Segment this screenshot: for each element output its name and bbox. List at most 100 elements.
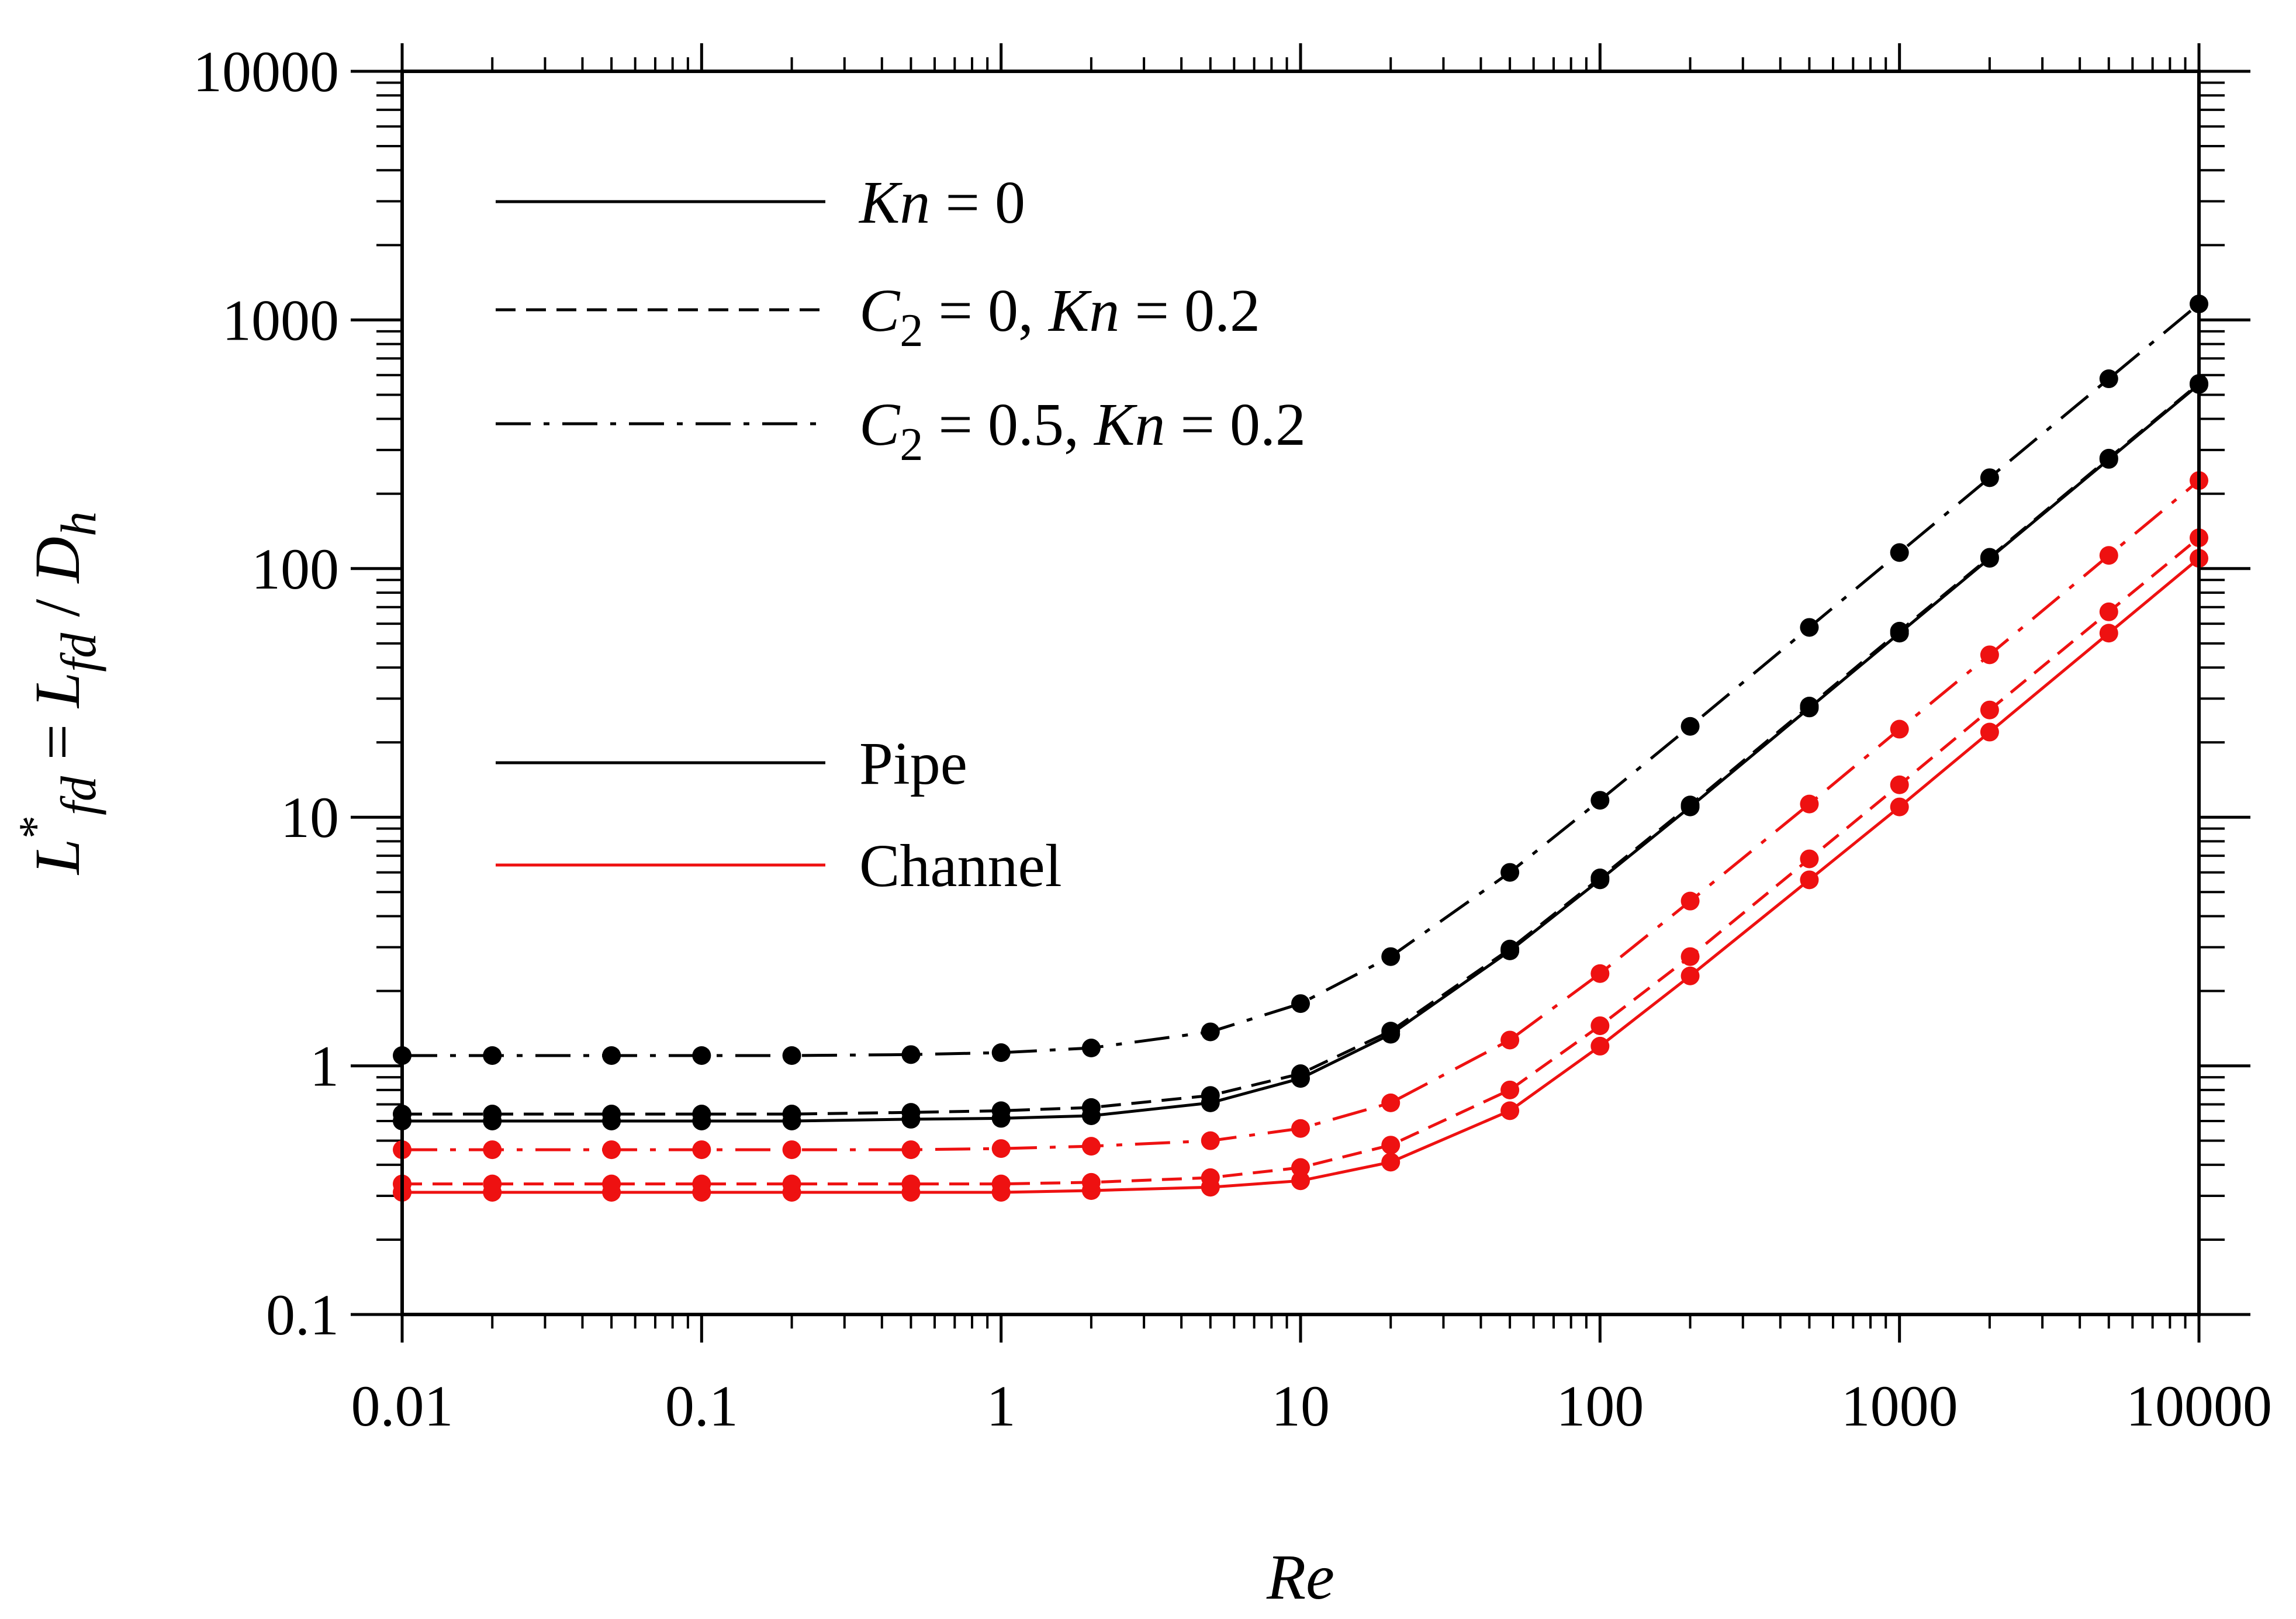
- data-point: [1680, 966, 1700, 985]
- data-point: [602, 1174, 621, 1194]
- legend-label-dashed: C2 = 0, Kn = 0.2: [859, 277, 1260, 357]
- data-point: [991, 1043, 1011, 1063]
- data-point: [483, 1105, 502, 1124]
- data-point: [901, 1103, 921, 1122]
- data-point: [1800, 870, 1819, 890]
- data-point: [782, 1046, 801, 1065]
- data-point: [1680, 717, 1700, 736]
- data-point: [991, 1101, 1011, 1120]
- data-point: [1291, 1064, 1310, 1084]
- data-point: [1201, 1022, 1220, 1042]
- data-point: [1500, 1030, 1520, 1050]
- legend-label-part: = 0.5,: [923, 391, 1094, 458]
- data-point: [1500, 1101, 1520, 1120]
- data-point: [1680, 947, 1700, 966]
- data-point: [1800, 618, 1819, 637]
- data-point: [1590, 1016, 1610, 1035]
- data-point: [1890, 797, 1909, 817]
- data-point: [1590, 791, 1610, 810]
- data-point: [1291, 1158, 1310, 1177]
- data-point: [692, 1105, 711, 1124]
- data-point: [1500, 939, 1520, 959]
- legend-label-solid: Kn = 0: [858, 169, 1025, 236]
- data-point: [1980, 700, 1999, 719]
- data-point: [1081, 1039, 1101, 1058]
- data-point: [483, 1046, 502, 1065]
- y-tick-label: 100: [251, 537, 339, 601]
- data-point: [1381, 1093, 1401, 1112]
- data-point: [1081, 1098, 1101, 1117]
- x-tick-label: 1: [987, 1374, 1016, 1438]
- data-point: [1201, 1131, 1220, 1150]
- legend-label-part: = 0,: [923, 277, 1049, 344]
- data-point: [1590, 869, 1610, 888]
- legend-label-part: = 0.2: [1165, 391, 1306, 458]
- data-point: [1500, 863, 1520, 882]
- legend: Kn = 0C2 = 0, Kn = 0.2C2 = 0.5, Kn = 0.2…: [496, 169, 1306, 900]
- data-point: [782, 1174, 801, 1194]
- y-tick-label: 1000: [222, 288, 339, 352]
- data-point: [1680, 891, 1700, 911]
- data-point: [2099, 624, 2118, 643]
- legend-label-part: Kn: [1047, 277, 1119, 344]
- data-point: [1890, 543, 1909, 562]
- data-point: [901, 1045, 921, 1064]
- data-point: [692, 1140, 711, 1160]
- y-axis-label-part: h: [50, 511, 106, 537]
- data-point: [2099, 369, 2118, 389]
- data-point: [782, 1105, 801, 1124]
- legend-label-part: Kn: [858, 169, 930, 236]
- data-point: [782, 1140, 801, 1160]
- legend-label-part: 2: [900, 419, 923, 471]
- y-axis-label-part: /: [22, 583, 93, 633]
- data-point: [1890, 775, 1909, 794]
- data-point: [483, 1140, 502, 1160]
- data-point: [692, 1046, 711, 1065]
- data-points: [393, 294, 2208, 1202]
- data-point: [602, 1046, 621, 1065]
- data-point: [692, 1174, 711, 1194]
- y-axis-label-part: *: [10, 815, 61, 839]
- x-tick-label: 100: [1556, 1374, 1644, 1438]
- data-point: [1381, 1136, 1401, 1155]
- data-point: [1500, 1080, 1520, 1099]
- data-point: [1980, 645, 1999, 665]
- data-point: [2099, 448, 2118, 468]
- data-point: [1590, 964, 1610, 983]
- data-point: [1291, 994, 1310, 1013]
- x-tick-label: 10000: [2126, 1374, 2272, 1438]
- data-point: [1590, 1036, 1610, 1056]
- data-point: [2099, 546, 2118, 565]
- x-tick-labels: 0.01 0.1 1 10 100 1000 10000: [351, 1374, 2273, 1438]
- y-axis-label-part: fd: [50, 632, 106, 672]
- y-axis-label: L*fd = Lfd / Dh: [10, 511, 106, 876]
- y-axis-label-part: L: [22, 672, 93, 709]
- y-axis-label-part: =: [22, 708, 93, 776]
- y-tick-label: 1: [310, 1034, 339, 1099]
- legend-label-part: 2: [900, 305, 923, 357]
- y-axis-label-part: L: [22, 839, 93, 876]
- data-point: [1201, 1086, 1220, 1105]
- data-point: [602, 1105, 621, 1124]
- data-point: [901, 1140, 921, 1160]
- data-point: [991, 1139, 1011, 1158]
- data-point: [1291, 1119, 1310, 1138]
- y-tick-label: 10000: [193, 39, 339, 104]
- data-point: [2099, 602, 2118, 621]
- data-point: [1980, 722, 1999, 742]
- legend-label-part: C: [859, 277, 901, 344]
- legend-label-part: = 0: [930, 169, 1025, 236]
- x-axis-label: Re: [1266, 1541, 1334, 1613]
- y-tick-label: 0.1: [266, 1282, 339, 1347]
- data-point: [483, 1174, 502, 1194]
- y-tick-label: 10: [281, 785, 339, 850]
- legend-label-part: C: [859, 391, 901, 458]
- data-point: [901, 1174, 921, 1194]
- x-tick-label: 10: [1271, 1374, 1330, 1438]
- legend-label-part: = 0.2: [1119, 277, 1260, 344]
- data-point: [1800, 849, 1819, 869]
- plot-frame: [400, 70, 2201, 1316]
- data-point: [1800, 696, 1819, 715]
